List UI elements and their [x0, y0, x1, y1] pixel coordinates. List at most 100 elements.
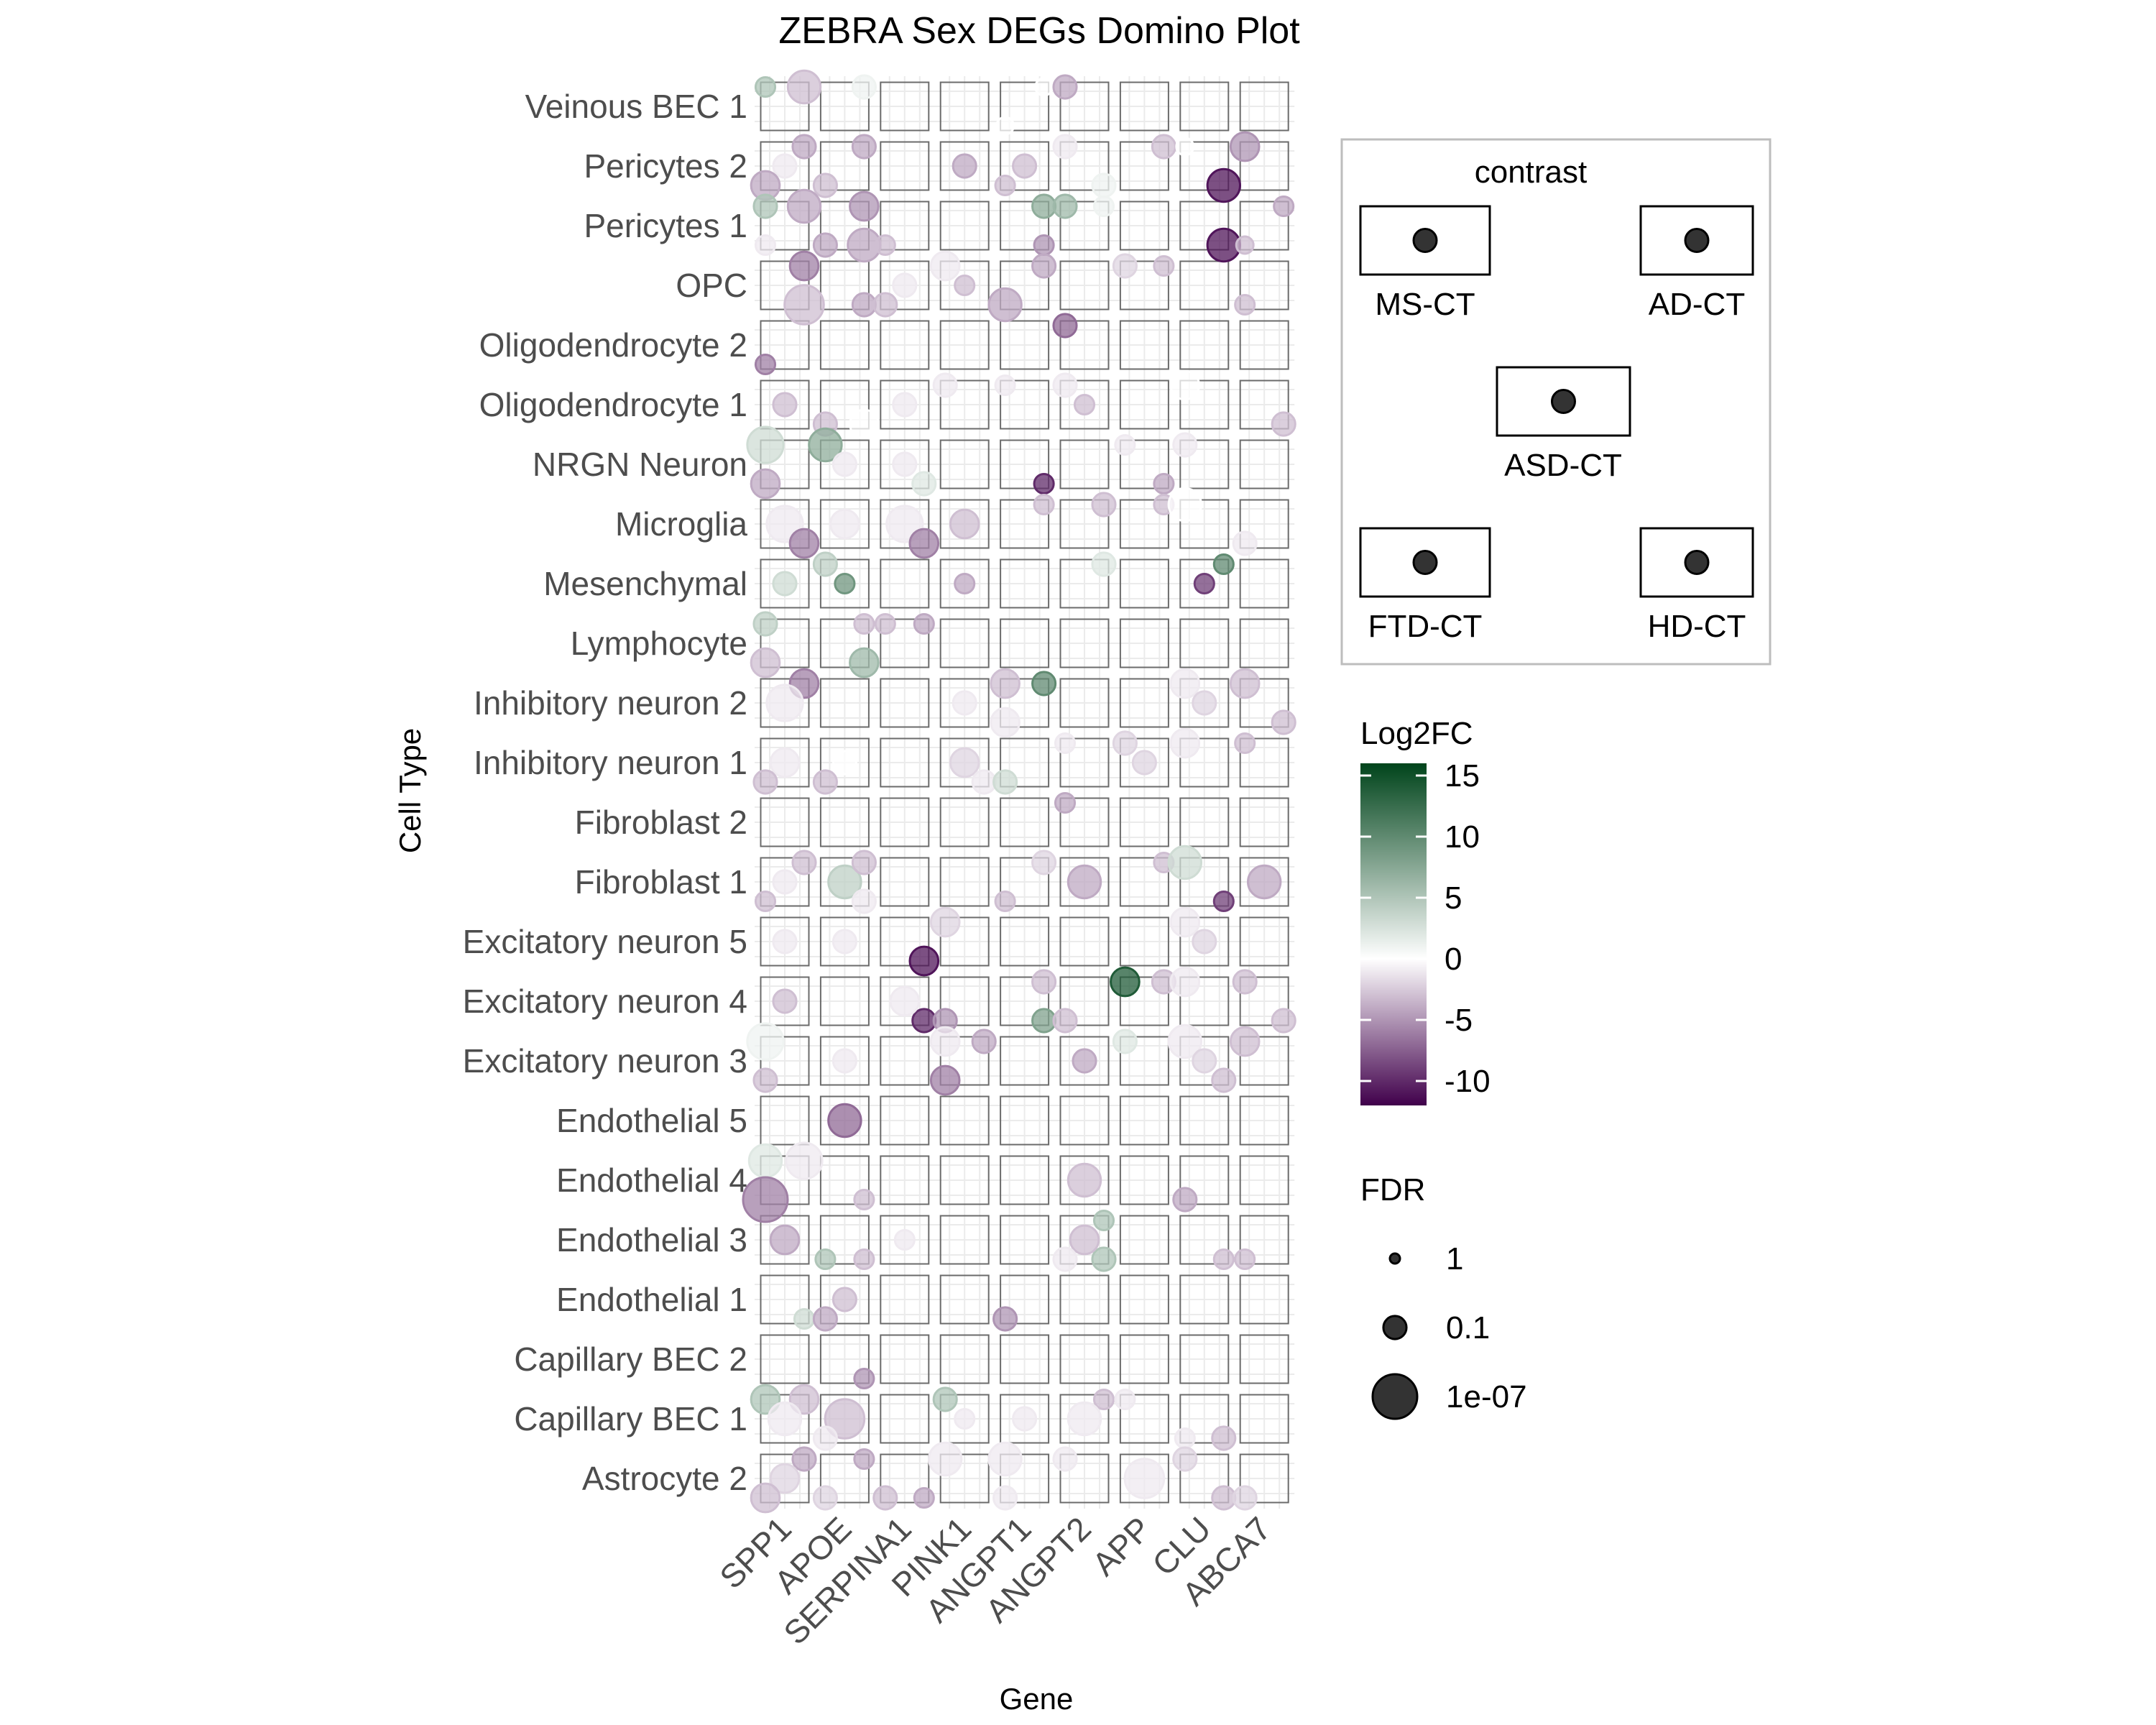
domino-cell: [1179, 678, 1230, 728]
data-point: [995, 116, 1015, 136]
domino-cell: [1000, 1155, 1050, 1205]
data-point: [772, 153, 798, 179]
data-point: [812, 769, 838, 795]
data-point: [1229, 668, 1261, 699]
domino-cell: [1119, 141, 1169, 191]
data-point: [831, 750, 857, 776]
data-point: [1114, 1388, 1136, 1411]
data-point: [812, 551, 838, 577]
domino-cell: [880, 201, 930, 251]
y-tick-label: Endothelial 1: [556, 1281, 747, 1318]
domino-cell: [1119, 1394, 1169, 1444]
data-point: [1167, 845, 1203, 880]
data-point: [1112, 1029, 1138, 1054]
data-point: [752, 611, 778, 637]
domino-cell: [760, 976, 810, 1026]
data-point: [1167, 487, 1203, 523]
domino-cell: [880, 1036, 930, 1086]
data-point: [1031, 253, 1057, 279]
domino-cell: [1119, 1095, 1169, 1146]
data-point: [1091, 492, 1117, 518]
domino-cell: [880, 81, 930, 132]
data-point: [1112, 253, 1138, 279]
data-point: [1073, 393, 1096, 416]
data-point: [1052, 1008, 1078, 1034]
data-point: [1034, 77, 1054, 97]
domino-cell: [1239, 499, 1289, 549]
domino-cell: [760, 1215, 810, 1265]
data-point: [750, 1482, 781, 1514]
domino-cell: [1000, 320, 1050, 370]
data-point: [971, 1029, 997, 1054]
domino-cell: [1119, 857, 1169, 907]
data-point: [1012, 1406, 1038, 1432]
data-point: [831, 451, 857, 477]
data-point: [994, 890, 1016, 913]
domino-cell: [819, 976, 870, 1026]
data-point: [992, 1306, 1018, 1332]
data-point: [990, 707, 1021, 738]
domino-cell: [939, 618, 990, 668]
domino-cell: [880, 439, 930, 489]
domino-cell: [1059, 797, 1110, 847]
data-point: [1192, 929, 1217, 954]
domino-cell: [939, 678, 990, 728]
domino-cell: [1179, 1155, 1230, 1205]
data-point: [954, 1407, 976, 1430]
domino-cell: [760, 857, 810, 907]
domino-cell: [819, 1453, 870, 1504]
data-point: [1246, 864, 1282, 900]
domino-cell: [760, 678, 810, 728]
domino-cell: [760, 439, 810, 489]
domino-cell: [1119, 618, 1169, 668]
data-point: [1110, 966, 1141, 998]
data-point: [1092, 1209, 1115, 1232]
data-point: [1033, 493, 1055, 516]
data-point: [1031, 671, 1057, 696]
data-point: [971, 769, 997, 795]
data-point: [994, 374, 1016, 397]
domino-cell: [819, 439, 870, 489]
domino-cell: [1119, 320, 1169, 370]
data-point: [1052, 313, 1078, 339]
data-point: [772, 571, 798, 597]
domino-cell: [880, 1394, 930, 1444]
data-point: [747, 1143, 783, 1179]
contrast-key-dot: [1551, 389, 1576, 414]
data-point: [893, 1228, 916, 1251]
domino-cell: [939, 737, 990, 788]
domino-cell: [1239, 1394, 1289, 1444]
data-point: [889, 985, 921, 1017]
domino-cell: [1000, 1095, 1050, 1146]
data-point: [851, 74, 877, 100]
data-point: [1131, 750, 1157, 776]
domino-cell: [1119, 558, 1169, 609]
domino-cell: [819, 1155, 870, 1205]
y-tick-label: Endothelial 5: [556, 1102, 747, 1139]
data-point: [849, 647, 880, 678]
data-point: [814, 1248, 837, 1271]
data-point: [1031, 1008, 1057, 1034]
data-point: [1153, 254, 1175, 277]
domino-cell: [1119, 976, 1169, 1026]
fdr-legend: FDR 1 0.1 1e-07: [1360, 1172, 1527, 1420]
data-point: [872, 292, 898, 318]
domino-cell: [1239, 81, 1289, 132]
colorbar-tick-label: -10: [1445, 1064, 1491, 1099]
domino-cells: [760, 81, 1289, 1504]
domino-cell: [1239, 1036, 1289, 1086]
data-point: [1091, 1246, 1117, 1272]
domino-cell: [1059, 141, 1110, 191]
data-point: [1229, 1026, 1261, 1057]
domino-cell: [1179, 1036, 1230, 1086]
domino-cell: [1179, 1274, 1230, 1325]
data-point: [786, 188, 822, 224]
domino-cell: [760, 797, 810, 847]
data-point: [791, 1446, 817, 1472]
domino-cell: [1179, 737, 1230, 788]
domino-cell: [1179, 1095, 1230, 1146]
y-tick-label: OPC: [676, 267, 747, 304]
fdr-key-dot: [1388, 1252, 1401, 1265]
domino-cell: [1119, 1036, 1169, 1086]
data-point: [911, 1008, 937, 1034]
